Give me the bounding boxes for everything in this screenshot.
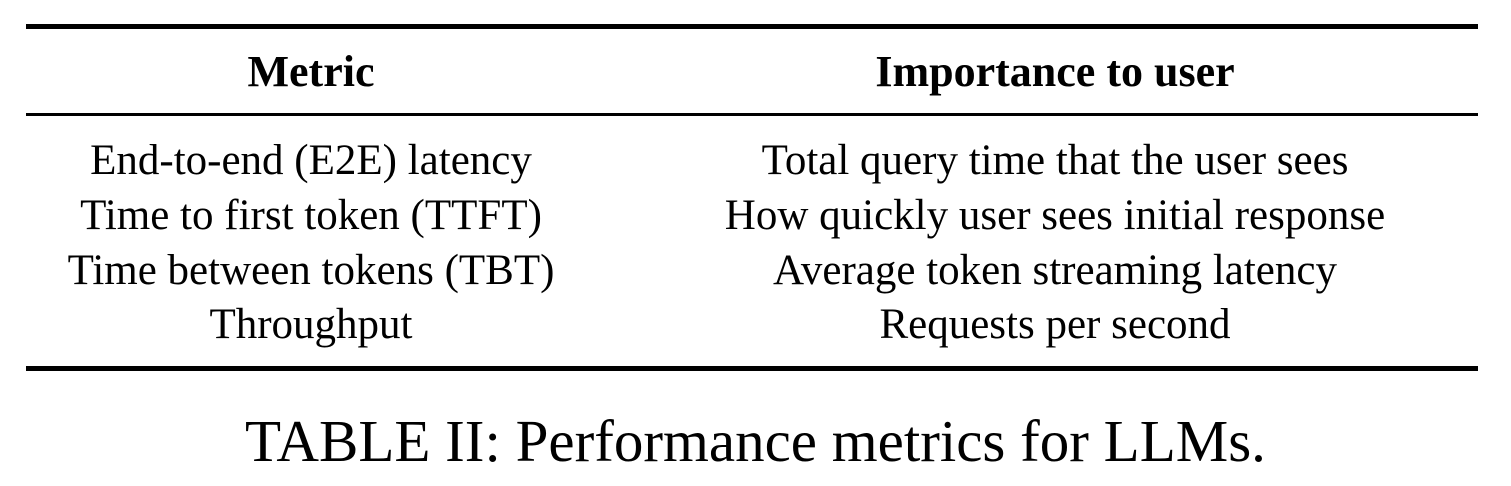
table-caption: TABLE II: Performance metrics for LLMs.: [245, 408, 1266, 474]
importance-cell: Requests per second: [879, 301, 1231, 348]
metric-cell: Throughput: [209, 301, 413, 348]
metric-cell: Time to first token (TTFT): [80, 192, 542, 239]
metric-cell: End-to-end (E2E) latency: [90, 137, 532, 184]
header-metric: Metric: [247, 47, 375, 96]
importance-cell: Total query time that the user sees: [761, 137, 1349, 184]
table-bottom-rule: [26, 366, 1478, 371]
importance-cell: Average token streaming latency: [773, 247, 1337, 294]
table-header-rule: [26, 113, 1478, 116]
header-importance: Importance to user: [875, 47, 1235, 96]
metric-cell: Time between tokens (TBT): [67, 247, 555, 294]
table-top-rule: [26, 24, 1478, 29]
importance-cell: How quickly user sees initial response: [724, 192, 1386, 239]
